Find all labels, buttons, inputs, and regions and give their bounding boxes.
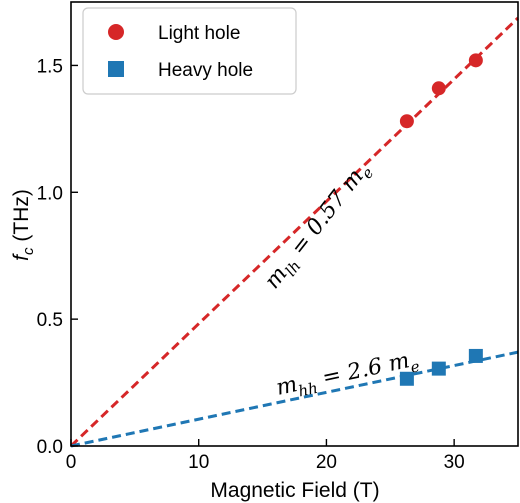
light-hole-point bbox=[431, 81, 446, 96]
light-hole-mass-annotation: mlh = 0.57 me bbox=[260, 157, 377, 296]
x-axis-label: Magnetic Field (T) bbox=[210, 479, 379, 502]
annot-hh-m: m bbox=[274, 372, 300, 401]
legend-box bbox=[82, 7, 297, 95]
light-hole-fit-line bbox=[69, 16, 520, 448]
y-axis-label-sub: c bbox=[20, 247, 37, 255]
heavy-hole-fit-line bbox=[70, 350, 519, 448]
legend: Light hole Heavy hole bbox=[82, 7, 297, 95]
heavy-hole-point bbox=[468, 348, 483, 363]
x-tick-label: 30 bbox=[444, 452, 465, 473]
annot-hh-m2: m bbox=[386, 348, 412, 377]
data-points bbox=[399, 53, 483, 386]
light-hole-point bbox=[468, 53, 483, 68]
y-tick-label: 1.5 bbox=[37, 56, 63, 77]
legend-label-light-hole: Light hole bbox=[158, 23, 240, 44]
axis-ticks: 0 10 20 30 0.0 0.5 1.0 1.5 bbox=[37, 56, 465, 473]
annot-hh-sub2: e bbox=[409, 357, 422, 376]
legend-label-heavy-hole: Heavy hole bbox=[158, 60, 253, 81]
plot-frame bbox=[70, 1, 519, 447]
annot-lh-eq: = 0.57 bbox=[282, 181, 356, 266]
y-tick-label: 1.0 bbox=[37, 183, 63, 204]
legend-marker-light-hole bbox=[108, 24, 124, 40]
heavy-hole-point bbox=[431, 361, 446, 376]
y-axis-label-f: f bbox=[10, 253, 33, 261]
heavy-hole-point bbox=[399, 371, 414, 386]
y-axis-label-unit: (THz) bbox=[10, 189, 33, 247]
light-hole-point bbox=[399, 114, 414, 129]
y-tick-label: 0.5 bbox=[37, 310, 63, 331]
x-tick-label: 10 bbox=[188, 452, 209, 473]
x-tick-label: 20 bbox=[316, 452, 337, 473]
x-tick-label: 0 bbox=[66, 452, 77, 473]
heavy-hole-mass-annotation: mhh = 2.6 me bbox=[274, 346, 421, 404]
y-axis-label: fc (THz) bbox=[10, 189, 37, 261]
y-tick-label: 0.0 bbox=[37, 437, 63, 458]
annot-hh-sub: hh bbox=[297, 379, 320, 401]
legend-marker-heavy-hole bbox=[108, 61, 124, 77]
